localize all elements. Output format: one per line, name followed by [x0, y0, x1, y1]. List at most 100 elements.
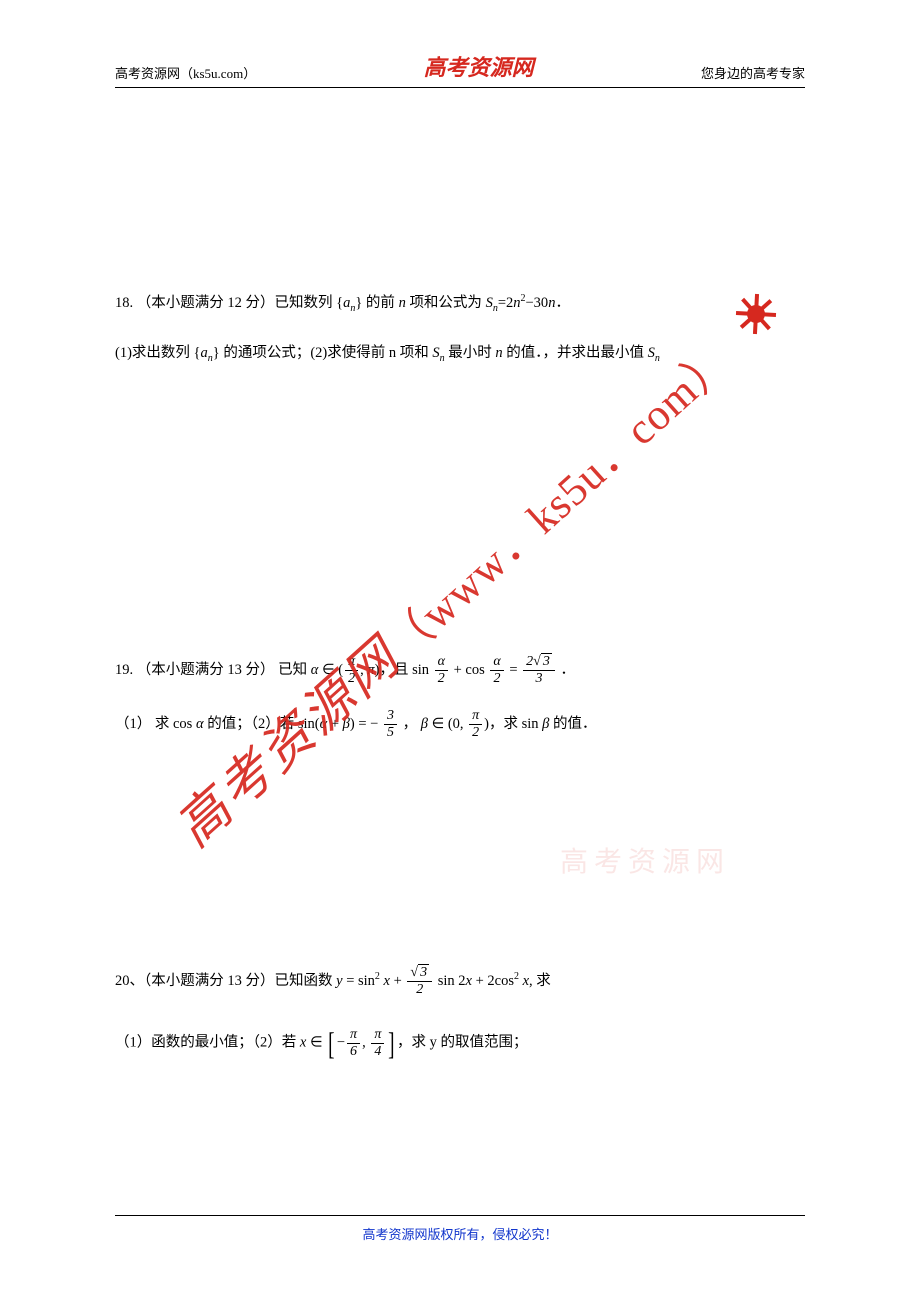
- text: )，且 sin: [375, 662, 433, 678]
- header-right: 您身边的高考专家: [701, 63, 805, 82]
- den: 2: [490, 671, 503, 686]
- text: （1） 求 cos: [115, 716, 196, 732]
- text: 最小时: [445, 345, 496, 361]
- header-center-logo: 高考资源网: [424, 50, 534, 82]
- text: 19. （本小题满分 13 分） 已知: [115, 662, 311, 678]
- page: 高考资源网（ks5u.com） 高考资源网 您身边的高考专家 18. （本小题满…: [115, 50, 805, 1060]
- problem-19: 19. （本小题满分 13 分） 已知 α ∈ (π2, π)，且 sin α2…: [115, 655, 805, 741]
- var-n: n: [495, 345, 502, 361]
- var-alpha: α: [196, 716, 204, 732]
- sqrt-icon: 3: [533, 655, 552, 669]
- den: 2: [345, 671, 358, 686]
- text: , 求: [529, 973, 551, 989]
- num: α: [490, 655, 503, 671]
- radicand: 3: [418, 964, 429, 980]
- left-bracket-icon: [: [328, 1027, 334, 1059]
- right-bracket-icon: ]: [388, 1027, 394, 1059]
- num: 23: [523, 655, 555, 671]
- text: 的值．，并求出最小值: [503, 345, 648, 361]
- den: 2: [407, 982, 432, 997]
- text: （1）函数的最小值；（2）若: [115, 1035, 300, 1051]
- text: ，: [399, 716, 421, 732]
- text: ) = −: [350, 716, 382, 732]
- num: 3: [384, 709, 397, 725]
- header-left: 高考资源网（ks5u.com）: [115, 63, 256, 82]
- radicand: 3: [541, 653, 552, 669]
- text: ∈: [306, 1035, 326, 1051]
- frac-pi-6: π6: [347, 1028, 360, 1059]
- num: π: [347, 1028, 360, 1044]
- page-footer: 高考资源网版权所有，侵权必究！: [115, 1215, 805, 1243]
- two: 2: [526, 654, 533, 669]
- sqrt-icon: 3: [410, 966, 429, 980]
- var-beta: β: [421, 716, 428, 732]
- den: 2: [435, 671, 448, 686]
- problem-18: 18. （本小题满分 12 分）已知数列 {an} 的前 n 项和公式为 Sn=…: [115, 288, 805, 370]
- problem-19-line2: （1） 求 cos α 的值；（2）若 sin(α + β) = − 35 ， …: [115, 709, 805, 741]
- text: +: [390, 973, 405, 989]
- text: −: [337, 1035, 345, 1051]
- den: 5: [384, 725, 397, 740]
- text: ∈ (: [318, 662, 343, 678]
- text: ∈ (0,: [428, 716, 467, 732]
- var-S: S: [648, 345, 655, 361]
- num: 3: [407, 966, 432, 982]
- num: π: [345, 655, 358, 671]
- problem-18-line2: (1)求出数列 {an} 的通项公式；(2)求使得前 n 项和 Sn 最小时 n…: [115, 338, 805, 370]
- text: } 的前: [355, 295, 398, 311]
- text: ,: [362, 1035, 369, 1051]
- num: π: [469, 709, 482, 725]
- var-pi: π: [367, 662, 374, 678]
- problem-20: 20、（本小题满分 13 分）已知函数 y = sin2 x + 32 sin …: [115, 966, 805, 1060]
- content-area: 18. （本小题满分 12 分）已知数列 {an} 的前 n 项和公式为 Sn=…: [115, 288, 805, 1060]
- text: 项和公式为: [406, 295, 486, 311]
- problem-19-line1: 19. （本小题满分 13 分） 已知 α ∈ (π2, π)，且 sin α2…: [115, 655, 805, 687]
- var-n: n: [513, 295, 520, 311]
- frac-3-5: 35: [384, 709, 397, 740]
- text: ，求 y 的取值范围；: [397, 1035, 528, 1051]
- var-S: S: [432, 345, 439, 361]
- header-underline: [115, 87, 805, 88]
- text: −30: [526, 295, 549, 311]
- text: )，求 sin: [484, 716, 542, 732]
- sub-n: n: [655, 353, 660, 364]
- problem-20-line2: （1）函数的最小值；（2）若 x ∈ [−π6, π4]，求 y 的取值范围；: [115, 1027, 805, 1059]
- var-S: S: [486, 295, 493, 311]
- text: =2: [498, 295, 513, 311]
- num: α: [435, 655, 448, 671]
- footer-text: 高考资源网版权所有，侵权必究！: [115, 1224, 805, 1243]
- seq-a: a: [201, 345, 208, 361]
- problem-18-line1: 18. （本小题满分 12 分）已知数列 {an} 的前 n 项和公式为 Sn=…: [115, 288, 805, 320]
- den: 4: [371, 1044, 384, 1059]
- watermark-faint: 高考资源网: [560, 840, 730, 880]
- text: 18. （本小题满分 12 分）已知数列 {: [115, 295, 343, 311]
- var-beta: β: [343, 716, 350, 732]
- page-header: 高考资源网（ks5u.com） 高考资源网 您身边的高考专家: [115, 50, 805, 85]
- text: ．: [555, 295, 570, 311]
- frac-pi-2: π2: [469, 709, 482, 740]
- var-n: n: [399, 295, 406, 311]
- text: = sin: [343, 973, 375, 989]
- den: 2: [469, 725, 482, 740]
- frac-alpha-2: α2: [490, 655, 503, 686]
- num: π: [371, 1028, 384, 1044]
- text: 的值；（2）若 sin(: [204, 716, 320, 732]
- frac-2sqrt3-3: 233: [523, 655, 555, 686]
- text: 的值．: [549, 716, 596, 732]
- text: + cos: [450, 662, 488, 678]
- frac-pi-2: π2: [345, 655, 358, 686]
- problem-20-line1: 20、（本小题满分 13 分）已知函数 y = sin2 x + 32 sin …: [115, 966, 805, 998]
- text: + 2cos: [472, 973, 514, 989]
- frac-alpha-2: α2: [435, 655, 448, 686]
- den: 3: [523, 671, 555, 686]
- footer-line: [115, 1215, 805, 1216]
- den: 6: [347, 1044, 360, 1059]
- text: (1)求出数列 {: [115, 345, 201, 361]
- frac-pi-4: π4: [371, 1028, 384, 1059]
- text: =: [506, 662, 521, 678]
- text: } 的通项公式；(2)求使得前 n 项和: [213, 345, 433, 361]
- text: ．: [557, 662, 575, 678]
- frac-sqrt3-2: 32: [407, 966, 432, 997]
- text: +: [327, 716, 342, 732]
- text: 20、（本小题满分 13 分）已知函数: [115, 973, 336, 989]
